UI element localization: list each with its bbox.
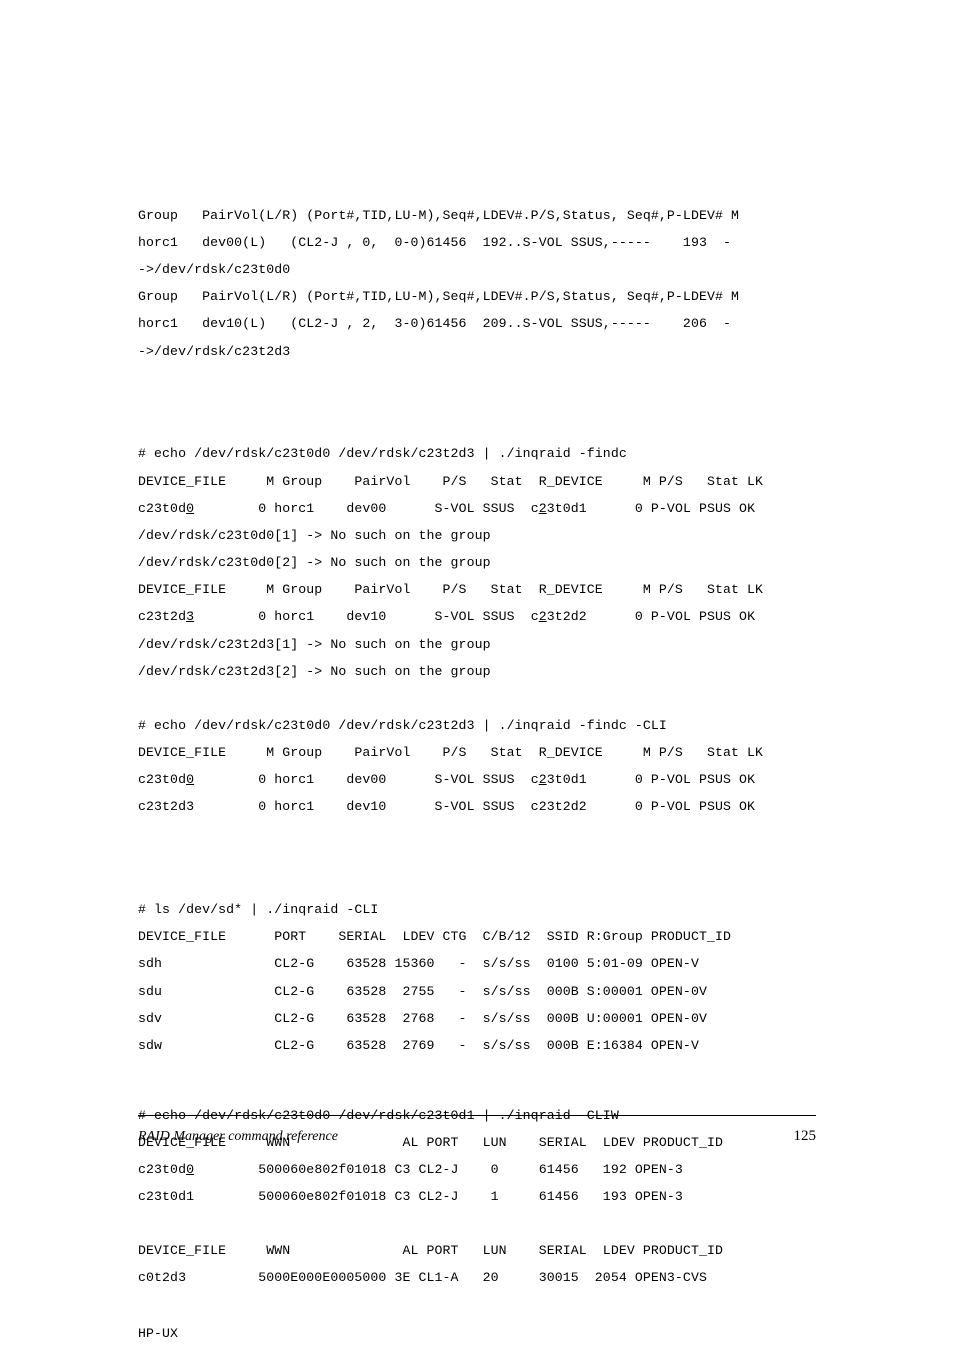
block2-header: DEVICE_FILE M Group PairVol P/S Stat R_D…	[138, 475, 816, 489]
block5-row2: c23t0d1 500060e802f01018 C3 CL2-J 1 6145…	[138, 1190, 816, 1204]
block1-line2: horc1 dev00(L) (CL2-J , 0, 0-0)61456 192…	[138, 236, 816, 250]
block2-line9: /dev/rdsk/c23t2d3[2] -> No such on the g…	[138, 665, 816, 679]
block4-row1: sdh CL2-G 63528 15360 - s/s/ss 0100 5:01…	[138, 957, 816, 971]
block2-line8: /dev/rdsk/c23t2d3[1] -> No such on the g…	[138, 638, 816, 652]
terminal-output: Group PairVol(L/R) (Port#,TID,LU-M),Seq#…	[138, 195, 816, 1355]
block1-line4: Group PairVol(L/R) (Port#,TID,LU-M),Seq#…	[138, 290, 816, 304]
block2-line5: /dev/rdsk/c23t0d0[2] -> No such on the g…	[138, 556, 816, 570]
block3-header: DEVICE_FILE M Group PairVol P/S Stat R_D…	[138, 746, 816, 760]
page-number: 125	[794, 1128, 817, 1145]
block6-header: DEVICE_FILE WWN AL PORT LUN SERIAL LDEV …	[138, 1244, 816, 1258]
block1-header: Group PairVol(L/R) (Port#,TID,LU-M),Seq#…	[138, 209, 816, 223]
footer-title: RAID Manager command reference	[138, 1129, 338, 1145]
block1-line5: horc1 dev10(L) (CL2-J , 2, 3-0)61456 209…	[138, 317, 816, 331]
block4-row3: sdv CL2-G 63528 2768 - s/s/ss 000B U:000…	[138, 1012, 816, 1026]
hpux-label: HP-UX	[138, 1327, 816, 1341]
block3-row1: c23t0d0 0 horc1 dev00 S-VOL SSUS c23t0d1…	[138, 773, 816, 787]
block3-cmd: # echo /dev/rdsk/c23t0d0 /dev/rdsk/c23t2…	[138, 719, 816, 733]
block2-row2: c23t2d3 0 horc1 dev10 S-VOL SSUS c23t2d2…	[138, 610, 816, 624]
block4-cmd: # ls /dev/sd* | ./inqraid -CLI	[138, 903, 816, 917]
block1-line6: ->/dev/rdsk/c23t2d3	[138, 345, 816, 359]
block4-row4: sdw CL2-G 63528 2769 - s/s/ss 000B E:163…	[138, 1039, 816, 1053]
block3-row2: c23t2d3 0 horc1 dev10 S-VOL SSUS c23t2d2…	[138, 800, 816, 814]
block2-header2: DEVICE_FILE M Group PairVol P/S Stat R_D…	[138, 583, 816, 597]
block2-cmd: # echo /dev/rdsk/c23t0d0 /dev/rdsk/c23t2…	[138, 447, 816, 461]
block1-line3: ->/dev/rdsk/c23t0d0	[138, 263, 816, 277]
block2-line4: /dev/rdsk/c23t0d0[1] -> No such on the g…	[138, 529, 816, 543]
block4-row2: sdu CL2-G 63528 2755 - s/s/ss 000B S:000…	[138, 985, 816, 999]
block4-header: DEVICE_FILE PORT SERIAL LDEV CTG C/B/12 …	[138, 930, 816, 944]
block2-row1: c23t0d0 0 horc1 dev00 S-VOL SSUS c23t0d1…	[138, 502, 816, 516]
block6-row: c0t2d3 5000E000E0005000 3E CL1-A 20 3001…	[138, 1271, 816, 1285]
page-footer: RAID Manager command reference 125	[138, 1115, 816, 1145]
block5-row1: c23t0d0 500060e802f01018 C3 CL2-J 0 6145…	[138, 1163, 816, 1177]
